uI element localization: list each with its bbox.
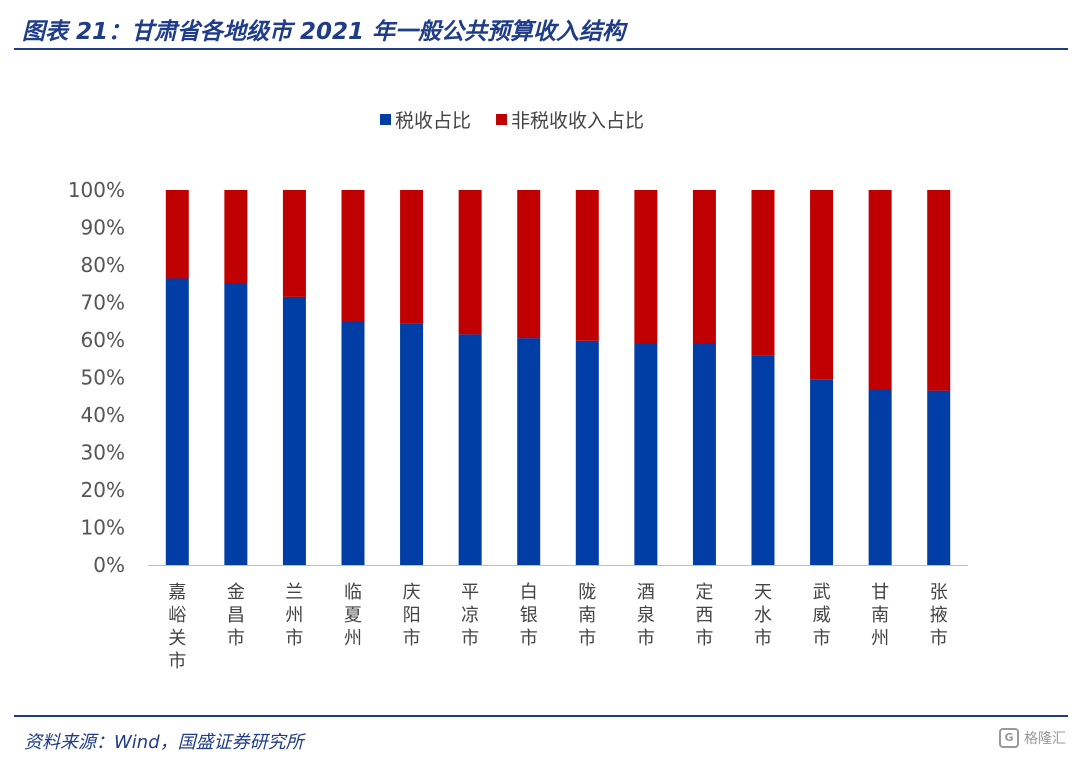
chart-title: 图表 21：甘肃省各地级市 2021 年一般公共预算收入结构 <box>22 19 626 45</box>
watermark-logo-icon: G <box>999 728 1019 748</box>
x-tick-label: 武威市 <box>813 582 831 649</box>
y-tick-label: 20% <box>81 478 125 502</box>
bar-tax <box>165 278 189 565</box>
y-tick-label: 40% <box>81 403 125 427</box>
x-tick-label: 陇南市 <box>578 582 596 649</box>
watermark-text: 格隆汇 <box>1024 731 1066 747</box>
y-tick-label: 60% <box>81 328 125 352</box>
bar-tax <box>341 322 365 565</box>
bar-nontax <box>692 190 716 343</box>
bar-nontax <box>810 190 834 380</box>
legend-label-tax: 税收占比 <box>395 110 471 132</box>
bar-nontax <box>927 190 951 391</box>
x-tick-label: 甘南州 <box>871 582 889 649</box>
bar-tax <box>634 343 658 565</box>
bar-nontax <box>165 190 189 279</box>
y-tick-label: 70% <box>81 291 125 315</box>
bar-nontax <box>575 190 599 341</box>
legend-label-nontax: 非税收收入占比 <box>511 110 644 132</box>
bar-tax <box>400 323 424 565</box>
stacked-bar-chart: 税收占比 非税收收入占比 0% 10% 20% 30% 40% 50% 60% 70% 80% 90… <box>68 110 968 672</box>
x-axis: 嘉峪关市 金昌市 兰州市 临夏州 庆阳市 平凉市 白银市 陇南市 酒泉市 定西市 天水市 武威市 甘南州… <box>148 565 968 672</box>
bar-nontax <box>458 190 482 335</box>
bar-nontax <box>341 190 365 322</box>
y-tick-label: 90% <box>81 216 125 240</box>
bar-tax <box>224 283 248 565</box>
x-tick-label: 金昌市 <box>227 582 245 649</box>
x-tick-label: 平凉市 <box>461 582 479 649</box>
title-divider <box>14 48 1068 50</box>
legend: 税收占比 非税收收入占比 <box>380 110 644 132</box>
legend-swatch-tax <box>380 114 391 125</box>
x-tick-label: 天水市 <box>754 582 772 649</box>
y-tick-label: 80% <box>81 253 125 277</box>
bar-nontax <box>400 190 424 324</box>
bar-tax <box>517 338 541 565</box>
y-tick-label: 50% <box>81 366 125 390</box>
bar-nontax <box>224 190 248 283</box>
x-tick-label: 白银市 <box>520 582 538 649</box>
bar-nontax <box>868 190 892 390</box>
x-tick-label: 临夏州 <box>344 582 362 649</box>
bar-tax <box>575 340 599 565</box>
bar-tax <box>282 296 306 565</box>
x-tick-label: 嘉峪关市 <box>168 582 186 672</box>
y-tick-label: 0% <box>93 553 125 577</box>
bar-tax <box>692 343 716 565</box>
legend-swatch-nontax <box>496 114 508 125</box>
y-tick-label: 10% <box>81 516 125 540</box>
bar-nontax <box>517 190 541 339</box>
y-axis: 0% 10% 20% 30% 40% 50% 60% 70% 80% 90% 100% <box>68 178 125 577</box>
source-note: 资料来源：Wind，国盛证券研究所 <box>24 732 304 753</box>
x-tick-label: 酒泉市 <box>637 582 655 649</box>
x-tick-label: 张掖市 <box>930 582 948 649</box>
bar-tax <box>751 355 775 565</box>
x-tick-label: 庆阳市 <box>403 582 421 649</box>
y-tick-label: 30% <box>81 441 125 465</box>
x-tick-label: 兰州市 <box>285 582 303 649</box>
watermark: G 格隆汇 <box>999 728 1066 748</box>
y-tick-label: 100% <box>68 178 125 202</box>
bar-tax <box>868 389 892 565</box>
bar-tax <box>810 379 834 565</box>
footer-divider <box>14 715 1068 717</box>
bars <box>165 190 951 565</box>
x-tick-label: 定西市 <box>695 582 713 649</box>
bar-nontax <box>751 190 775 356</box>
bar-tax <box>458 334 482 565</box>
bar-tax <box>927 390 951 565</box>
bar-nontax <box>634 190 658 343</box>
bar-nontax <box>282 190 306 297</box>
